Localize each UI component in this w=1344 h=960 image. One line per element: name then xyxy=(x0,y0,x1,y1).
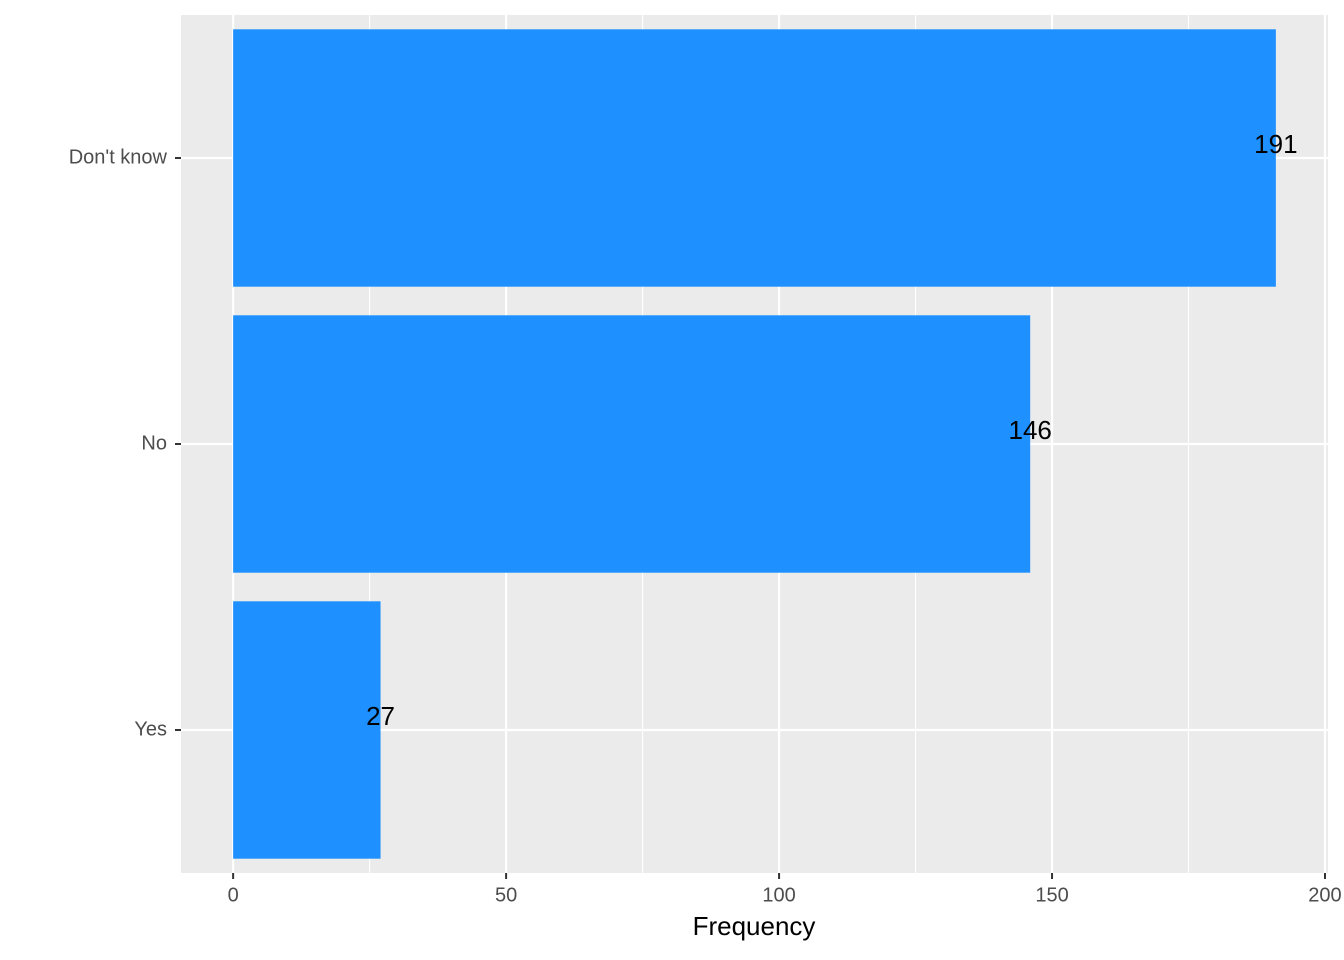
y-tick-label: Yes xyxy=(134,718,167,740)
y-tick-label: No xyxy=(141,432,167,454)
x-tick-label: 50 xyxy=(495,884,517,906)
x-tick-label: 150 xyxy=(1035,884,1068,906)
y-tick-label: Don't know xyxy=(69,146,168,168)
x-tick-label: 200 xyxy=(1308,884,1341,906)
value-label: 27 xyxy=(366,701,395,731)
bar xyxy=(233,315,1031,573)
value-label: 146 xyxy=(1008,415,1051,445)
x-tick-label: 0 xyxy=(228,884,239,906)
bar xyxy=(233,29,1276,287)
bar xyxy=(233,601,381,859)
x-tick-label: 100 xyxy=(762,884,795,906)
x-axis-title: Frequency xyxy=(693,911,816,941)
value-label: 191 xyxy=(1254,129,1297,159)
